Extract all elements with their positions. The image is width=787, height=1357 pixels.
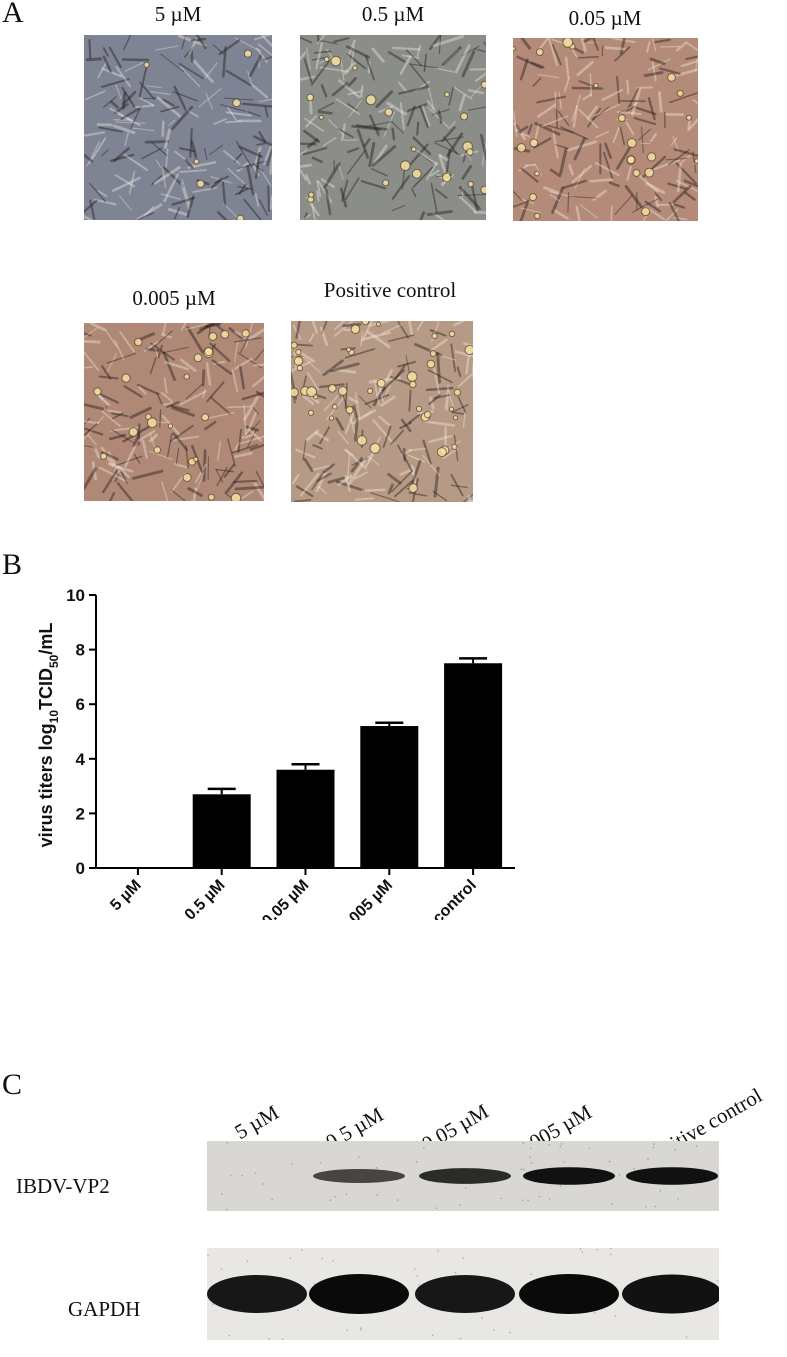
- blot-row-label: GAPDH: [68, 1297, 141, 1321]
- micrograph-0-005um: [84, 323, 264, 501]
- x-tick-label: 0.005 µM: [337, 877, 396, 920]
- blot-band: [622, 1274, 719, 1314]
- blot-lane-label: 5 µM: [230, 1100, 283, 1145]
- blot-band: [309, 1274, 409, 1314]
- y-tick-label: 8: [76, 641, 85, 660]
- y-tick-label: 10: [66, 586, 85, 605]
- micrograph-positive-control: [291, 321, 473, 502]
- y-tick-label: 4: [76, 750, 86, 769]
- y-axis-label: virus titers log10TCID50/mL: [36, 623, 61, 848]
- blot-band: [415, 1275, 515, 1313]
- blot-strip-gapdh: [207, 1248, 719, 1340]
- blot-band: [419, 1168, 511, 1184]
- bar: [360, 726, 419, 868]
- blot-row-label: IBDV-VP2: [16, 1174, 110, 1198]
- bar-chart: 0 2 4 6 8 10 5 µM 0.5 µM 0.05 µM 0.005 µMPositiv…: [36, 586, 515, 920]
- blot-band: [313, 1169, 405, 1183]
- y-tick-label: 2: [76, 804, 85, 823]
- panel-letter-b: B: [2, 548, 23, 581]
- x-tick-label: 0.5 µM: [182, 877, 229, 920]
- micrograph-label: 5 µM: [154, 2, 202, 26]
- panel-letter-c: C: [2, 1068, 23, 1101]
- micrograph-5um: [84, 35, 272, 220]
- micrograph-label: Positive control: [323, 278, 457, 302]
- y-axis: 0 2 4 6 8 10: [66, 586, 97, 878]
- micrograph-label: 0.5 µM: [361, 2, 425, 26]
- bar: [444, 663, 503, 868]
- x-tick-label: 0.05 µM: [259, 877, 312, 920]
- x-tick-label: Positive control: [383, 877, 480, 920]
- blot-strip-ibdv-vp2: [207, 1141, 719, 1211]
- x-tick-label: 5 µM: [107, 877, 144, 914]
- panel-letter-a: A: [2, 0, 24, 29]
- bar: [192, 794, 251, 868]
- y-tick-label: 6: [76, 695, 85, 714]
- micrograph-0-05um: [513, 38, 698, 221]
- bar: [276, 769, 335, 868]
- blot-band: [519, 1274, 619, 1314]
- micrograph-label: 0.05 µM: [568, 6, 642, 30]
- y-tick-label: 0: [76, 859, 85, 878]
- bars: [192, 657, 503, 868]
- micrograph-0-5um: [300, 35, 486, 220]
- blot-band: [626, 1167, 718, 1185]
- blot-band: [523, 1167, 615, 1185]
- blot-band: [207, 1275, 307, 1313]
- micrograph-label: 0.005 µM: [132, 286, 216, 310]
